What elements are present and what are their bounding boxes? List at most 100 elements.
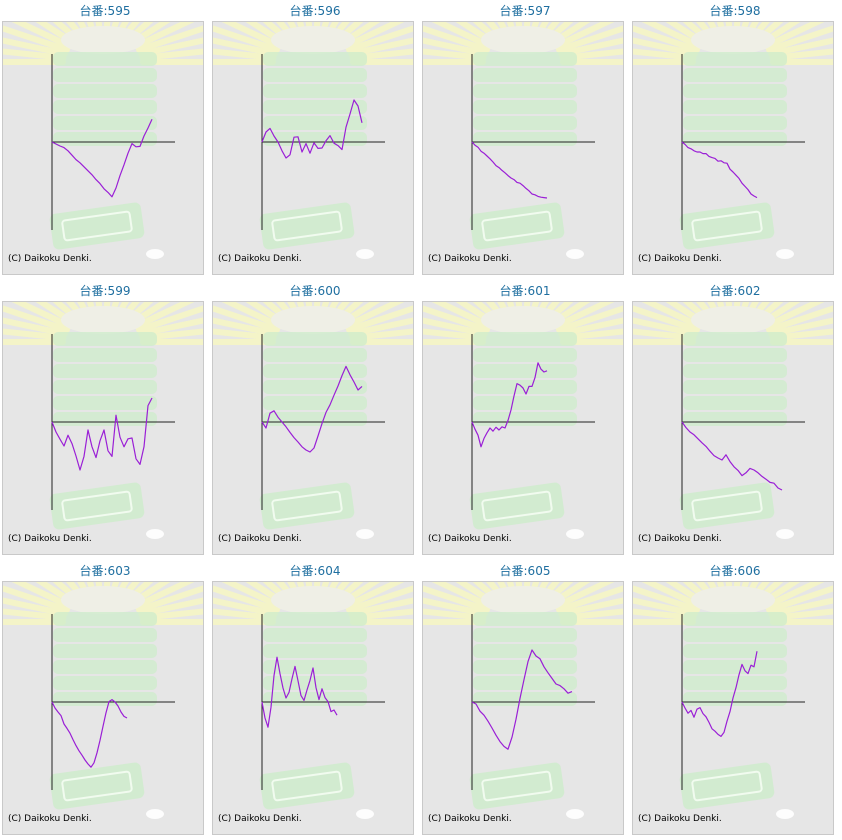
watermark-ray bbox=[768, 317, 833, 337]
watermark-ray bbox=[343, 582, 405, 610]
watermark-ray bbox=[522, 22, 531, 38]
watermark-layer bbox=[683, 332, 787, 346]
watermark-ray bbox=[431, 582, 493, 610]
watermark-dome bbox=[691, 586, 775, 614]
graph-svg bbox=[213, 22, 413, 274]
watermark-ray bbox=[716, 302, 728, 318]
watermark-ray bbox=[133, 582, 195, 610]
watermark-ray bbox=[3, 328, 67, 341]
watermark-layer bbox=[683, 412, 787, 426]
graph-svg bbox=[3, 22, 203, 274]
watermark-layer bbox=[473, 676, 577, 690]
watermark-dome bbox=[481, 306, 565, 334]
watermark-tray bbox=[679, 202, 775, 250]
watermark-ray bbox=[725, 582, 734, 598]
watermark-ray bbox=[305, 582, 314, 598]
watermark-dome bbox=[61, 306, 145, 334]
copyright-text: (C) Daikoku Denki. bbox=[218, 814, 302, 824]
watermark-layer bbox=[473, 100, 577, 114]
watermark-machine bbox=[423, 302, 623, 539]
watermark-ray bbox=[3, 608, 67, 621]
watermark-layer bbox=[53, 628, 157, 642]
watermark-layer bbox=[53, 412, 157, 426]
watermark-layer bbox=[263, 116, 367, 130]
watermark-tray-inner bbox=[691, 210, 763, 242]
watermark-ray bbox=[633, 305, 700, 333]
watermark-ray bbox=[738, 22, 750, 38]
watermark-layer bbox=[263, 396, 367, 410]
watermark-layer bbox=[473, 84, 577, 98]
watermark-ray bbox=[641, 302, 703, 330]
watermark-ray bbox=[633, 328, 697, 341]
watermark-layer bbox=[53, 100, 157, 114]
watermark-ray bbox=[133, 22, 195, 50]
watermark-layer bbox=[683, 612, 787, 626]
watermark-ray bbox=[136, 25, 203, 53]
watermark-layer bbox=[473, 380, 577, 394]
copyright-text: (C) Daikoku Denki. bbox=[428, 534, 512, 544]
watermark-tray bbox=[49, 482, 145, 530]
watermark-ray bbox=[725, 22, 734, 38]
watermark-layer bbox=[473, 660, 577, 674]
machine-number-title: 台番:597 bbox=[499, 4, 551, 18]
watermark-layer bbox=[53, 380, 157, 394]
graph-cell: 台番:601 (C) Daikoku Denki. bbox=[420, 280, 630, 560]
graph-frame: (C) Daikoku Denki. bbox=[2, 21, 204, 275]
watermark-ray bbox=[213, 608, 277, 621]
copyright-text: (C) Daikoku Denki. bbox=[218, 534, 302, 544]
watermark-ray bbox=[633, 608, 697, 621]
watermark-ray bbox=[506, 22, 518, 38]
watermark-layer bbox=[683, 84, 787, 98]
copyright-text: (C) Daikoku Denki. bbox=[638, 814, 722, 824]
watermark-coin bbox=[146, 809, 164, 819]
watermark-layer bbox=[53, 364, 157, 378]
watermark-dome bbox=[61, 26, 145, 54]
watermark-layer bbox=[683, 660, 787, 674]
watermark-layer bbox=[683, 116, 787, 130]
graph-cell: 台番:598 (C) Daikoku Denki. bbox=[630, 0, 840, 280]
watermark-ray bbox=[641, 582, 703, 610]
watermark-layer bbox=[263, 364, 367, 378]
watermark-tray-inner bbox=[481, 770, 553, 802]
watermark-layer bbox=[53, 644, 157, 658]
watermark-ray bbox=[3, 37, 68, 57]
watermark-layer bbox=[263, 100, 367, 114]
watermark-layer bbox=[683, 380, 787, 394]
watermark-machine bbox=[3, 22, 203, 259]
watermark-machine bbox=[633, 302, 833, 539]
watermark-ray bbox=[716, 22, 728, 38]
watermark-ray bbox=[633, 317, 698, 337]
watermark-layer bbox=[53, 660, 157, 674]
watermark-ray bbox=[633, 48, 697, 61]
watermark-ray bbox=[138, 597, 203, 617]
watermark-ray bbox=[296, 22, 308, 38]
watermark-ray bbox=[553, 582, 615, 610]
watermark-ray bbox=[136, 305, 203, 333]
watermark-coin bbox=[776, 249, 794, 259]
series-line bbox=[51, 698, 128, 768]
watermark-dome bbox=[691, 26, 775, 54]
watermark-ray bbox=[296, 302, 308, 318]
watermark-ray bbox=[763, 302, 825, 330]
watermark-tray-inner bbox=[271, 490, 343, 522]
watermark-ray bbox=[732, 582, 741, 598]
copyright-text: (C) Daikoku Denki. bbox=[218, 254, 302, 264]
watermark-ray bbox=[431, 302, 493, 330]
machine-number-title: 台番:606 bbox=[709, 564, 761, 578]
copyright-text: (C) Daikoku Denki. bbox=[638, 254, 722, 264]
watermark-ray bbox=[348, 317, 413, 337]
watermark-ray bbox=[766, 585, 833, 613]
graph-cell: 台番:604 (C) Daikoku Denki. bbox=[210, 560, 420, 840]
watermark-ray bbox=[3, 25, 70, 53]
watermark-tray bbox=[679, 762, 775, 810]
watermark-ray bbox=[506, 302, 518, 318]
watermark-ray bbox=[732, 22, 741, 38]
watermark-ray bbox=[95, 22, 104, 38]
watermark-tray-inner bbox=[691, 490, 763, 522]
machine-number-title: 台番:598 bbox=[709, 4, 761, 18]
graph-cell: 台番:600 (C) Daikoku Denki. bbox=[210, 280, 420, 560]
watermark-layer bbox=[53, 612, 157, 626]
watermark-ray bbox=[633, 585, 700, 613]
watermark-ray bbox=[522, 302, 531, 318]
